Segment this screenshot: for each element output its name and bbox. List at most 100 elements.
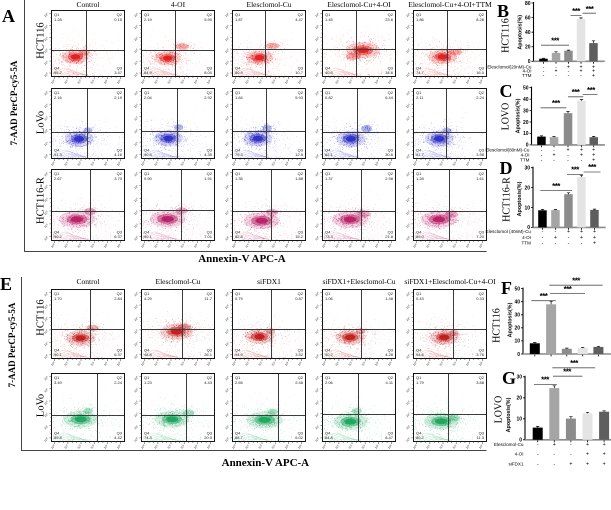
svg-text:103: 103 bbox=[271, 360, 278, 367]
svg-text:100: 100 bbox=[321, 242, 328, 249]
svg-text:Q1: Q1 bbox=[54, 375, 60, 380]
svg-text:90.1: 90.1 bbox=[144, 234, 153, 239]
svg-text:16.0: 16.0 bbox=[476, 70, 485, 75]
svg-text:102: 102 bbox=[438, 78, 445, 85]
svg-text:103: 103 bbox=[43, 35, 50, 42]
svg-text:101: 101 bbox=[405, 140, 412, 147]
svg-text:4.16: 4.16 bbox=[114, 152, 123, 157]
svg-text:Q2: Q2 bbox=[298, 375, 304, 380]
svg-text:100: 100 bbox=[412, 443, 419, 450]
svg-text:105: 105 bbox=[314, 171, 321, 178]
svg-text:100: 100 bbox=[140, 242, 147, 249]
svg-text:-: - bbox=[553, 461, 555, 467]
svg-text:103: 103 bbox=[180, 160, 187, 167]
svg-text:104: 104 bbox=[43, 184, 50, 191]
svg-text:40: 40 bbox=[514, 300, 520, 306]
svg-text:105: 105 bbox=[116, 242, 123, 249]
svg-text:4.43: 4.43 bbox=[204, 380, 213, 385]
svg-text:Q1: Q1 bbox=[54, 291, 60, 296]
svg-text:103: 103 bbox=[224, 196, 231, 203]
svg-text:102: 102 bbox=[133, 128, 140, 135]
svg-text:2.19: 2.19 bbox=[114, 95, 123, 100]
svg-text:101: 101 bbox=[133, 140, 140, 147]
svg-text:1.87: 1.87 bbox=[235, 17, 244, 22]
svg-text:4.47: 4.47 bbox=[295, 17, 304, 22]
svg-text:4-OI: 4-OI bbox=[515, 452, 524, 457]
svg-text:Elesclomol-Cu: Elesclomol-Cu bbox=[494, 442, 524, 447]
svg-text:Q4: Q4 bbox=[144, 66, 150, 71]
svg-text:88.7: 88.7 bbox=[235, 435, 244, 440]
svg-text:3.70: 3.70 bbox=[114, 176, 123, 181]
svg-text:104: 104 bbox=[193, 360, 200, 367]
svg-text:105: 105 bbox=[206, 360, 213, 367]
svg-text:104: 104 bbox=[284, 360, 291, 367]
svg-text:Q3: Q3 bbox=[207, 348, 213, 353]
svg-text:+: + bbox=[579, 69, 582, 75]
svg-text:TTM: TTM bbox=[522, 73, 532, 78]
svg-text:Q2: Q2 bbox=[479, 12, 485, 17]
svg-text:105: 105 bbox=[387, 242, 394, 249]
svg-text:101: 101 bbox=[63, 78, 70, 85]
svg-text:104: 104 bbox=[314, 303, 321, 310]
svg-text:101: 101 bbox=[244, 242, 251, 249]
svg-text:100: 100 bbox=[405, 353, 412, 360]
svg-text:5.90: 5.90 bbox=[204, 17, 213, 22]
svg-text:102: 102 bbox=[166, 360, 173, 367]
svg-text:Q2: Q2 bbox=[479, 375, 485, 380]
svg-text:103: 103 bbox=[224, 316, 231, 323]
svg-text:Q2: Q2 bbox=[207, 12, 213, 17]
svg-text:101: 101 bbox=[224, 140, 231, 147]
svg-text:105: 105 bbox=[297, 242, 304, 249]
svg-text:+: + bbox=[554, 69, 557, 75]
svg-text:-: - bbox=[542, 235, 544, 241]
svg-text:102: 102 bbox=[166, 160, 173, 167]
svg-text:6.02: 6.02 bbox=[295, 435, 304, 440]
svg-text:3.49: 3.49 bbox=[54, 380, 63, 385]
svg-text:+: + bbox=[592, 64, 595, 70]
svg-text:-: - bbox=[567, 153, 569, 159]
svg-text:101: 101 bbox=[334, 78, 341, 85]
svg-text:105: 105 bbox=[116, 443, 123, 450]
svg-text:104: 104 bbox=[103, 360, 110, 367]
svg-text:-: - bbox=[537, 461, 539, 467]
svg-text:102: 102 bbox=[438, 160, 445, 167]
svg-text:-: - bbox=[541, 147, 543, 153]
svg-text:100: 100 bbox=[231, 78, 238, 85]
svg-text:101: 101 bbox=[314, 140, 321, 147]
svg-text:11.7: 11.7 bbox=[205, 296, 213, 301]
svg-text:+: + bbox=[592, 73, 595, 79]
svg-text:103: 103 bbox=[133, 35, 140, 42]
svg-text:+: + bbox=[593, 229, 596, 235]
svg-text:2.04: 2.04 bbox=[144, 95, 153, 100]
svg-text:Q4: Q4 bbox=[416, 348, 422, 353]
svg-text:103: 103 bbox=[43, 316, 50, 323]
svg-text:103: 103 bbox=[452, 360, 459, 367]
svg-text:105: 105 bbox=[43, 375, 50, 382]
svg-text:101: 101 bbox=[153, 78, 160, 85]
svg-text:101: 101 bbox=[133, 341, 140, 348]
svg-text:0.82: 0.82 bbox=[325, 95, 334, 100]
svg-text:Q4: Q4 bbox=[54, 348, 60, 353]
svg-text:+: + bbox=[603, 442, 606, 448]
svg-text:101: 101 bbox=[63, 160, 70, 167]
svg-text:102: 102 bbox=[224, 412, 231, 419]
svg-text:0.87: 0.87 bbox=[295, 296, 304, 301]
svg-text:104: 104 bbox=[193, 443, 200, 450]
svg-text:103: 103 bbox=[271, 242, 278, 249]
svg-text:104: 104 bbox=[103, 242, 110, 249]
svg-text:103: 103 bbox=[180, 78, 187, 85]
svg-text:103: 103 bbox=[224, 115, 231, 122]
svg-text:104: 104 bbox=[224, 184, 231, 191]
svg-text:Q3: Q3 bbox=[207, 148, 213, 153]
svg-text:103: 103 bbox=[452, 78, 459, 85]
svg-text:105: 105 bbox=[116, 78, 123, 85]
svg-text:1.91: 1.91 bbox=[204, 176, 213, 181]
svg-text:1.23: 1.23 bbox=[144, 380, 153, 385]
svg-text:Q1: Q1 bbox=[325, 171, 331, 176]
svg-text:2.92: 2.92 bbox=[204, 95, 213, 100]
svg-text:102: 102 bbox=[76, 242, 83, 249]
svg-text:94.6: 94.6 bbox=[416, 352, 425, 357]
svg-text:Q3: Q3 bbox=[117, 348, 123, 353]
svg-text:105: 105 bbox=[405, 90, 412, 97]
svg-text:104: 104 bbox=[405, 387, 412, 394]
